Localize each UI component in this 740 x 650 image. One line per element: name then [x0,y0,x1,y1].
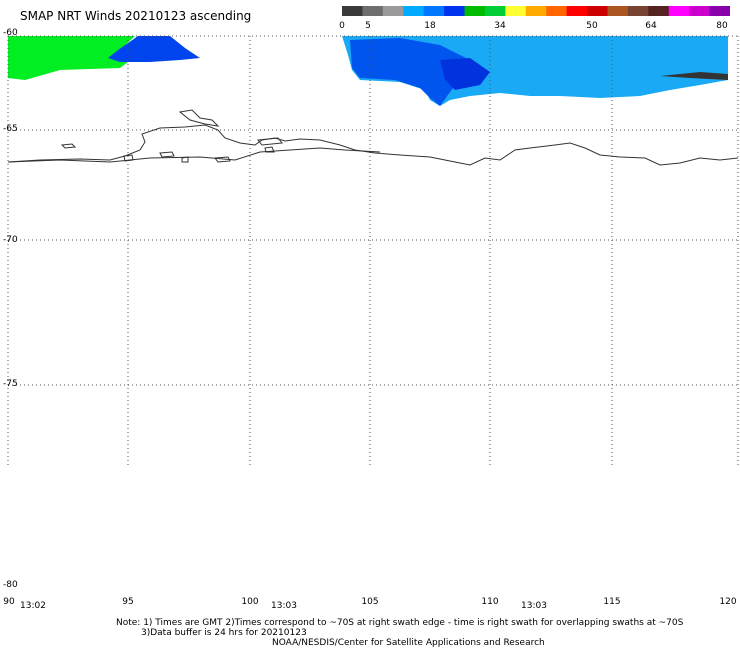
grid-lines [7,35,739,465]
lon-label-95: 95 [122,597,134,607]
green-wind-swath [8,36,135,80]
map-title: SMAP NRT Winds 20210123 ascending [20,9,252,23]
lat-label-60: -60 [3,28,18,38]
legend-swatch [464,6,486,16]
legend-swatch [382,6,404,16]
coastline-detail [7,147,381,163]
lon-label-110: 110 [481,597,499,607]
time-label-2: 13:03 [271,601,297,611]
legend-swatch [607,6,629,16]
legend-swatch [362,6,384,16]
legend-swatch [689,6,711,16]
lon-label-90: 90 [3,597,15,607]
legend-swatch [648,6,670,16]
legend-swatch [342,6,363,16]
legend-swatch [403,6,425,16]
legend-tick-label: 5 [365,21,371,31]
legend-swatch [709,6,730,16]
legend-swatch [627,6,649,16]
note-line-2: 3)Data buffer is 24 hrs for 20210123 [141,628,307,638]
note-line-1: Note: 1) Times are GMT 2)Times correspon… [116,618,684,628]
lon-label-105: 105 [361,597,379,607]
island-4 [123,154,134,162]
legend-swatch [444,6,466,16]
legend-tick-label: 50 [586,21,598,31]
time-label-3: 13:03 [521,601,547,611]
dark-edge-patch [660,72,728,80]
island-6 [181,156,189,163]
darkblue-wind-patch [440,58,490,90]
legend-swatch [546,6,568,16]
island-5 [214,156,231,163]
legend-tick-label: 0 [339,21,345,31]
wind-speed-legend [342,6,730,16]
legend-tick-label: 18 [424,21,436,31]
legend-tick-label: 34 [494,21,506,31]
lon-label-115: 115 [603,597,621,607]
lat-label-65: -65 [3,124,18,134]
island-1 [60,143,77,149]
ice-shelf-outline [178,109,220,127]
island-3 [257,137,283,146]
island-7 [264,146,275,153]
blue-wind-swath-left [108,36,200,62]
blue-wind-swath-right [350,38,470,106]
legend-swatch [566,6,588,16]
legend-tick-label: 80 [716,21,728,31]
time-label-1: 13:02 [20,601,46,611]
lon-label-120: 120 [719,597,737,607]
legend-swatch [505,6,527,16]
legend-swatch [587,6,608,16]
legend-tick-label: 64 [645,21,657,31]
lat-label-75: -75 [3,379,18,389]
lon-label-100: 100 [241,597,259,607]
legend-swatch [484,6,506,16]
legend-swatch [525,6,547,16]
lat-label-80: -80 [3,580,18,590]
antarctic-coastline [7,124,739,166]
legend-swatch [423,6,445,16]
note-line-3: NOAA/NESDIS/Center for Satellite Applica… [272,638,545,648]
lat-label-70: -70 [3,235,18,245]
island-2 [159,151,175,158]
legend-swatch [668,6,690,16]
